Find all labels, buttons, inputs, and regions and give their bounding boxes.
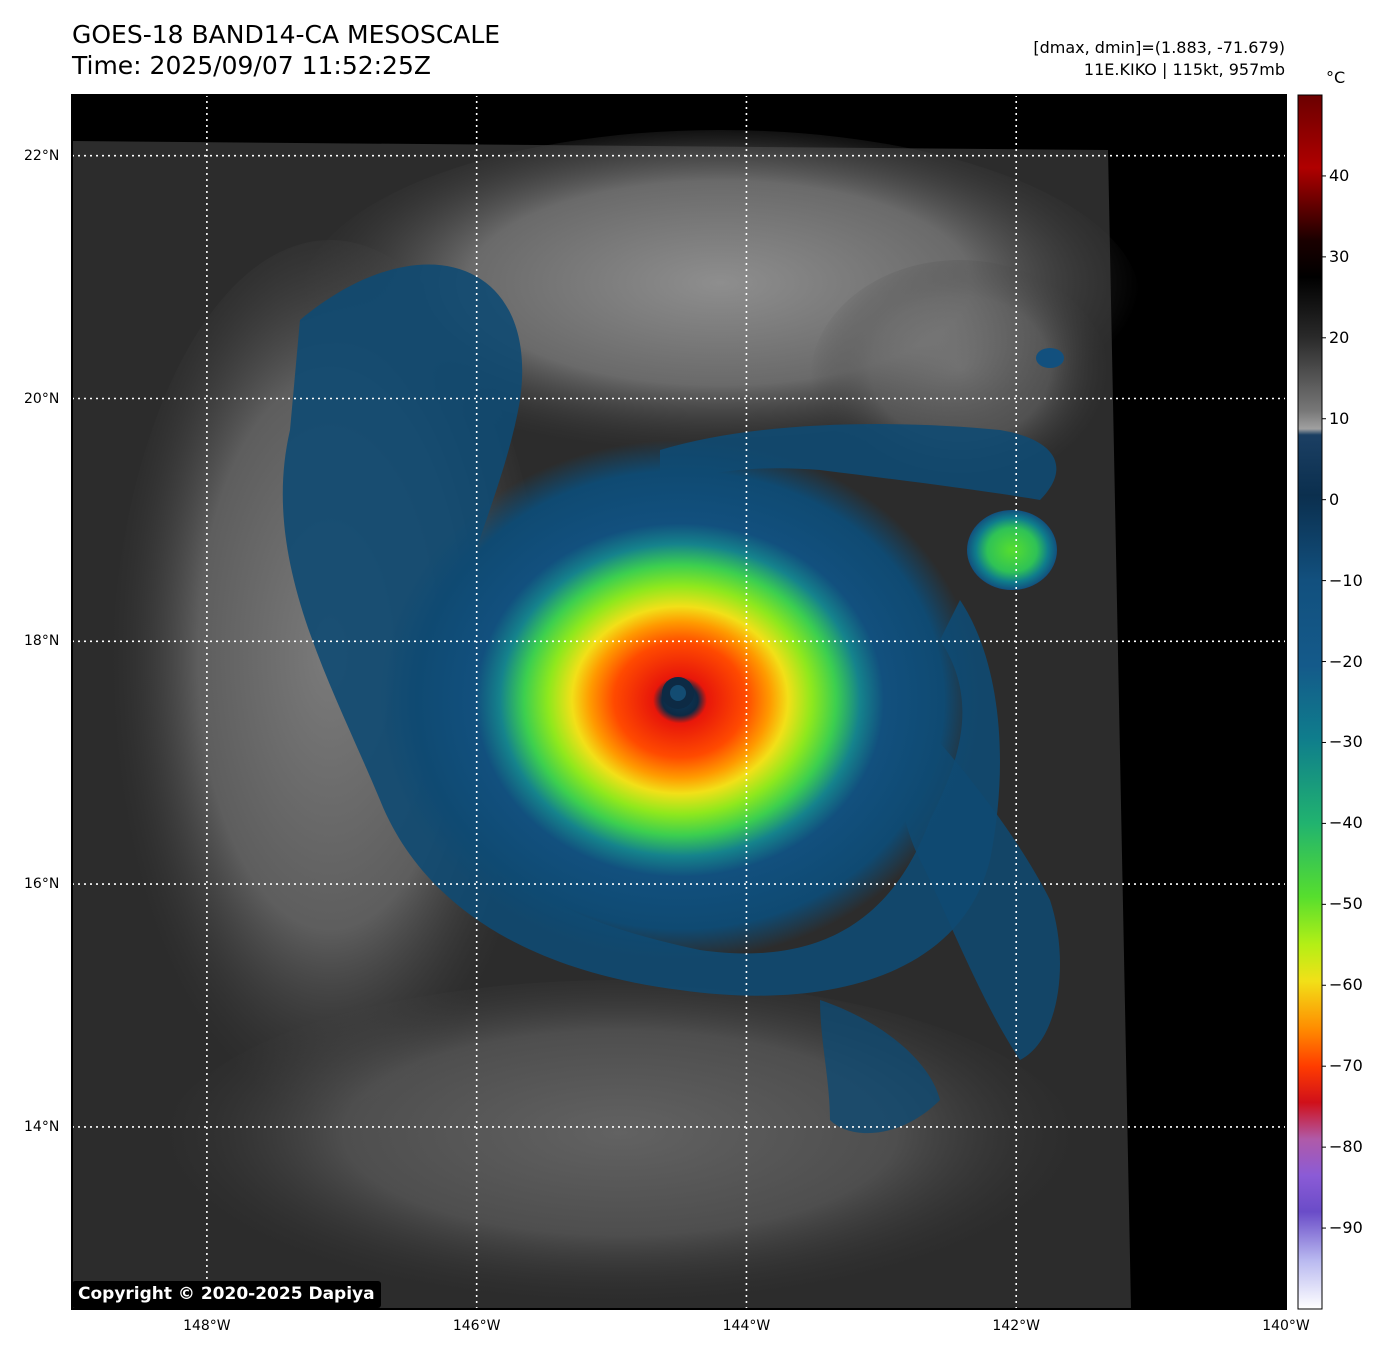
longitude-label: 140°W [1262,1318,1310,1334]
colorbar-tick-label: −90 [1329,1218,1363,1238]
longitude-label: 148°W [183,1318,231,1334]
latitude-label: 14°N [24,1118,60,1135]
colorbar-tick-label: 30 [1329,246,1350,266]
colorbar-tick-marks [1322,175,1326,1229]
colorbar-tick-label: 0 [1329,489,1340,509]
colorbar-tick-label: −80 [1329,1137,1363,1157]
latitude-label: 22°N [24,147,60,164]
rainband-northeast [660,424,1057,500]
latitude-label: 20°N [24,390,60,407]
colorbar-tick-label: −50 [1329,894,1363,914]
longitude-label: 144°W [722,1318,771,1334]
colorbar-tick-label: −10 [1329,570,1363,590]
latitude-label: 16°N [24,876,60,893]
title-line-2: Time: 2025/09/07 11:52:25Z [72,51,431,80]
colorbar-unit: °C [1326,68,1346,87]
storm-eye-core [670,685,686,701]
colorbar-tick-label: −40 [1329,813,1363,833]
info-line-1: [dmax, dmin]=(1.883, -71.679) [1033,38,1285,57]
convective-cell [967,510,1057,590]
colorbar [1297,94,1323,1310]
colorbar-tick-label: 10 [1329,408,1350,428]
latitude-label: 18°N [24,633,60,650]
info-line-2: 11E.KIKO | 115kt, 957mb [1083,60,1285,79]
plot-frame [71,94,1287,1310]
rainband-south [820,1000,940,1134]
colorbar-tick-label: −30 [1329,732,1363,752]
colorbar-tick-label: −70 [1329,1056,1363,1076]
title-line-1: GOES-18 BAND14-CA MESOSCALE [72,20,501,49]
colorbar-tick-label: 40 [1329,165,1350,185]
cloud-shield-south [160,980,1080,1309]
copyright-badge: Copyright © 2020-2025 Dapiya [72,1281,381,1308]
colorbar-tick-label: 20 [1329,327,1350,347]
gridlines [72,95,1286,1309]
longitude-label: 146°W [452,1318,501,1334]
longitude-label: 142°W [992,1318,1041,1334]
cell-ring [1036,348,1064,368]
colorbar-tick-label: −20 [1329,651,1363,671]
colorbar-tick-label: −60 [1329,975,1363,995]
